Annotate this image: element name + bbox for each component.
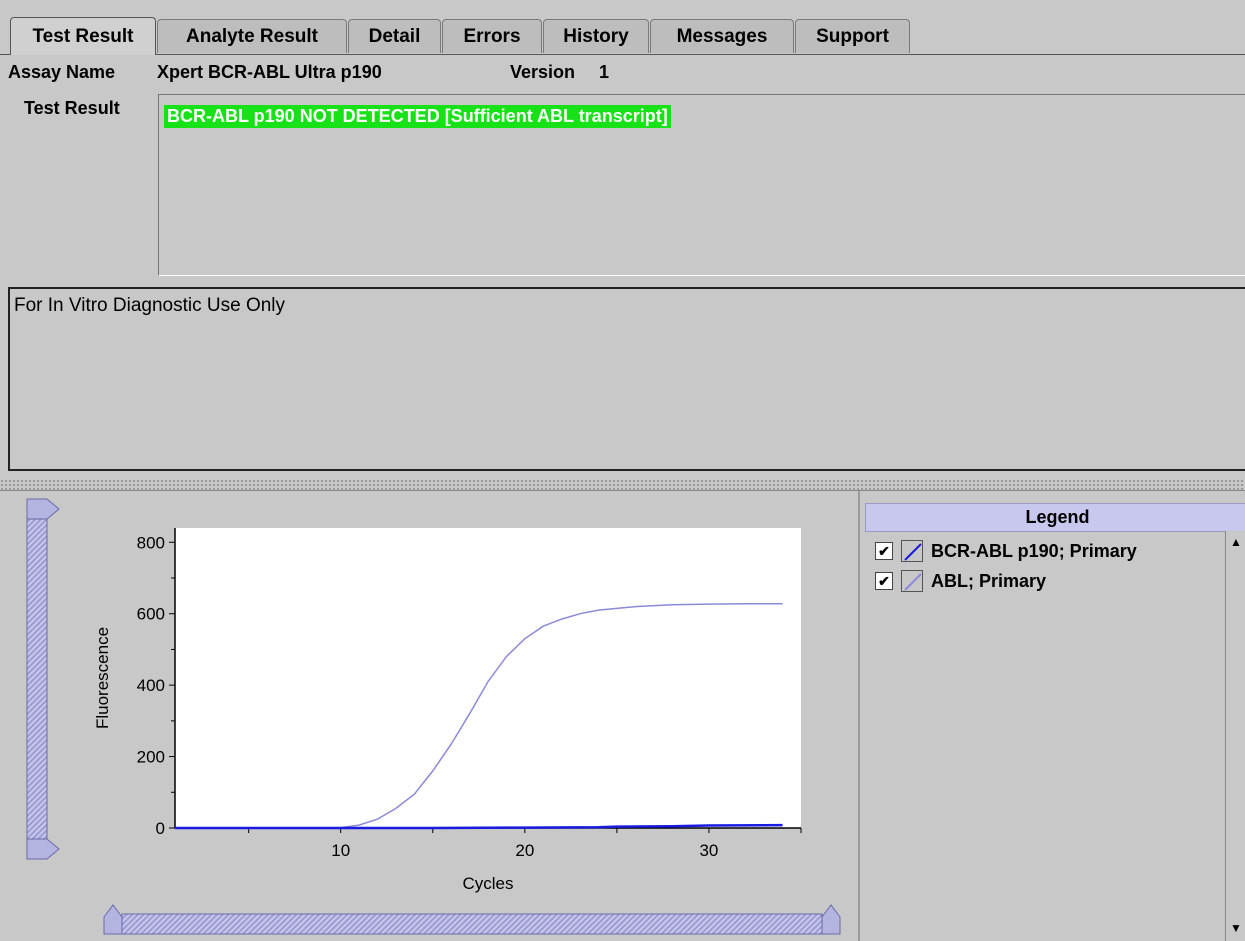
tab-bar: Test Result Analyte Result Detail Errors… (0, 0, 1245, 55)
horizontal-zoom-right-handle[interactable] (821, 904, 841, 935)
series-line-bcr-abl-p190-primary (175, 823, 783, 830)
y-tick-label: 800 (137, 533, 165, 552)
chart-legend-divider (858, 491, 860, 941)
split-line (0, 490, 1245, 491)
legend-checkbox-bcr-abl[interactable]: ✔ (875, 542, 893, 560)
y-tick-label: 200 (137, 748, 165, 767)
chart-series (175, 602, 783, 830)
tab-divider (0, 54, 1245, 55)
y-tick-label: 400 (137, 676, 165, 695)
tab-messages[interactable]: Messages (650, 19, 794, 53)
tab-errors[interactable]: Errors (442, 19, 542, 53)
horizontal-zoom-slider[interactable] (121, 913, 823, 935)
legend-scrollbar[interactable]: ▲ ▼ (1225, 531, 1245, 941)
line-swatch-icon (901, 540, 923, 562)
scroll-down-icon[interactable]: ▼ (1230, 921, 1242, 935)
plot-area (175, 528, 801, 828)
assay-name-label: Assay Name (8, 62, 116, 82)
ivd-note: For In Vitro Diagnostic Use Only (14, 295, 286, 316)
legend-item-abl[interactable]: ✔ ABL; Primary (875, 569, 1046, 593)
tab-history[interactable]: History (543, 19, 649, 53)
series-line-abl-primary (175, 602, 783, 829)
version-label: Version (510, 62, 576, 82)
legend-label-bcr-abl: BCR-ABL p190; Primary (931, 540, 1137, 561)
vertical-zoom-slider[interactable] (26, 518, 48, 840)
test-result-box: BCR-ABL p190 NOT DETECTED [Sufficient AB… (158, 94, 1245, 276)
assay-name-value: Xpert BCR-ABL Ultra p190 (157, 62, 382, 82)
fluorescence-chart: 0 200 400 600 800 10 20 30 Cycles Fluorescence (26, 498, 841, 935)
y-tick-label: 600 (137, 605, 165, 624)
legend-header: Legend (865, 503, 1245, 532)
vertical-zoom-bottom-handle[interactable] (26, 838, 60, 860)
tab-detail[interactable]: Detail (348, 19, 441, 53)
vertical-zoom-top-handle[interactable] (26, 498, 60, 520)
y-tick-label: 0 (156, 819, 165, 838)
x-tick-label: 30 (699, 841, 718, 860)
test-result-value: BCR-ABL p190 NOT DETECTED [Sufficient AB… (164, 105, 671, 128)
tab-support[interactable]: Support (795, 19, 910, 53)
line-swatch-icon (901, 570, 923, 592)
split-pane-divider[interactable] (0, 479, 1245, 491)
y-axis-label: Fluorescence (93, 627, 112, 729)
legend-checkbox-abl[interactable]: ✔ (875, 572, 893, 590)
x-tick-label: 10 (331, 841, 350, 860)
legend-item-bcr-abl[interactable]: ✔ BCR-ABL p190; Primary (875, 539, 1137, 563)
notes-box: For In Vitro Diagnostic Use Only (8, 287, 1245, 471)
legend-label-abl: ABL; Primary (931, 570, 1047, 591)
chart-axes: 0 200 400 600 800 10 20 30 (137, 528, 802, 860)
x-tick-label: 20 (515, 841, 534, 860)
horizontal-zoom-left-handle[interactable] (103, 904, 123, 935)
scroll-up-icon[interactable]: ▲ (1230, 535, 1242, 549)
tab-test-result[interactable]: Test Result (10, 17, 156, 55)
test-result-label: Test Result (24, 98, 120, 118)
tab-analyte-result[interactable]: Analyte Result (157, 19, 347, 53)
version-value: 1 (599, 62, 610, 82)
x-axis-label: Cycles (462, 874, 513, 893)
